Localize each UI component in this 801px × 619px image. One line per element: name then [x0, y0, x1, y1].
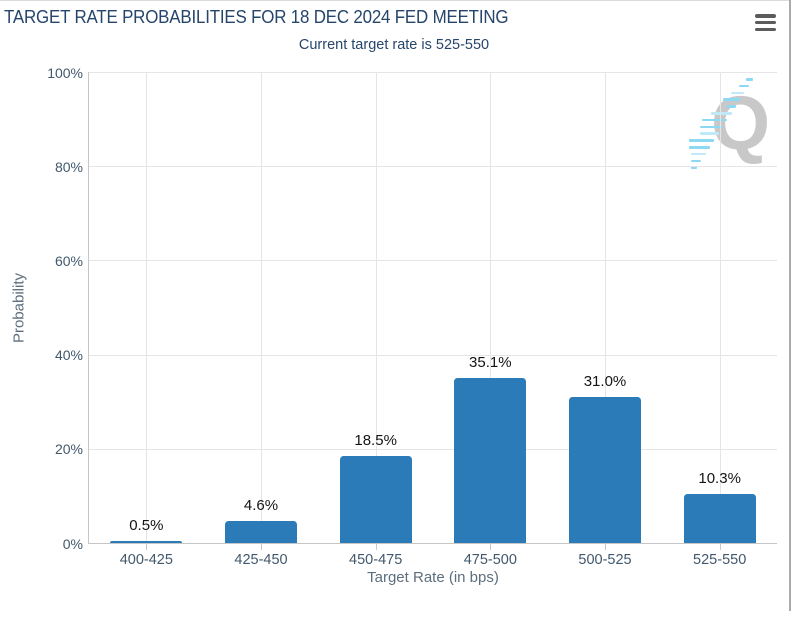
- x-axis-tick: [146, 544, 148, 550]
- y-axis-tick-label: 40%: [54, 347, 83, 364]
- y-gridline: [89, 354, 777, 356]
- hamburger-bar: [755, 14, 776, 18]
- x-axis-line: [88, 543, 777, 544]
- x-gridline: [146, 72, 148, 543]
- hamburger-menu-icon[interactable]: [755, 14, 777, 33]
- logo-dash: [723, 98, 741, 101]
- x-axis-tick-label: 525-550: [693, 552, 747, 568]
- logo-dash: [691, 166, 698, 169]
- logo-dash: [731, 91, 745, 95]
- logo-dash: [691, 159, 702, 163]
- bar: [683, 494, 756, 543]
- y-axis-tick-label: 20%: [54, 441, 83, 458]
- quikstrike-q-logo-icon: Q: [711, 81, 771, 166]
- bar: [339, 455, 412, 543]
- bar-value-label: 18.5%: [354, 431, 397, 449]
- y-gridline: [89, 448, 777, 450]
- bar-value-label: 4.6%: [243, 497, 279, 515]
- hamburger-bar: [755, 27, 776, 32]
- x-axis-title: Target Rate (in bps): [367, 569, 499, 586]
- y-axis-title: Probability: [10, 272, 28, 344]
- logo-dash: [699, 132, 719, 135]
- x-gridline: [719, 72, 721, 543]
- x-axis-tick: [719, 544, 721, 550]
- logo-dash: [738, 84, 749, 88]
- logo-dash: [726, 105, 736, 108]
- x-axis-tick: [490, 544, 492, 550]
- logo-dash: [690, 152, 706, 156]
- y-axis-tick-label: 100%: [47, 64, 83, 81]
- x-axis-tick: [605, 544, 606, 550]
- x-gridline: [605, 72, 606, 543]
- x-axis-tick-label: 500-525: [578, 552, 632, 568]
- chart-title: TARGET RATE PROBABILITIES FOR 18 DEC 202…: [4, 7, 509, 27]
- panel-right-border: [789, 0, 791, 611]
- chart-subtitle: Current target rate is 525-550: [298, 37, 490, 53]
- bar-value-label: 0.5%: [129, 516, 164, 534]
- bar: [569, 396, 641, 543]
- bar: [225, 521, 297, 543]
- logo-dash: [702, 118, 728, 122]
- logo-dash: [699, 125, 723, 129]
- panel-top-border: [0, 0, 790, 1]
- x-axis-tick-label: 450-475: [349, 552, 403, 568]
- x-axis-tick: [261, 544, 262, 550]
- x-axis-tick-label: 425-450: [234, 552, 288, 568]
- bar: [110, 540, 183, 543]
- x-gridline: [490, 72, 492, 543]
- logo-dash: [689, 146, 710, 149]
- bar-value-label: 35.1%: [469, 353, 512, 371]
- logo-dash: [746, 78, 753, 81]
- x-axis-tick-label: 400-425: [119, 552, 173, 568]
- y-axis-tick-label: 60%: [54, 252, 83, 269]
- y-axis-tick-label: 0%: [62, 535, 83, 552]
- bar-value-label: 10.3%: [698, 470, 741, 488]
- y-axis-tick-label: 80%: [54, 158, 83, 175]
- x-gridline: [375, 72, 377, 543]
- y-gridline: [89, 260, 777, 262]
- x-axis-tick: [375, 544, 377, 550]
- logo-dash: [689, 139, 715, 142]
- bar-value-label: 31.0%: [583, 372, 627, 390]
- x-gridline: [261, 72, 262, 543]
- hamburger-bar: [755, 20, 776, 25]
- logo-dash: [710, 112, 732, 115]
- bar: [454, 377, 527, 543]
- y-axis-line: [88, 72, 89, 544]
- y-gridline: [89, 166, 777, 168]
- x-axis-tick-label: 475-500: [463, 552, 517, 568]
- y-gridline: [89, 72, 777, 73]
